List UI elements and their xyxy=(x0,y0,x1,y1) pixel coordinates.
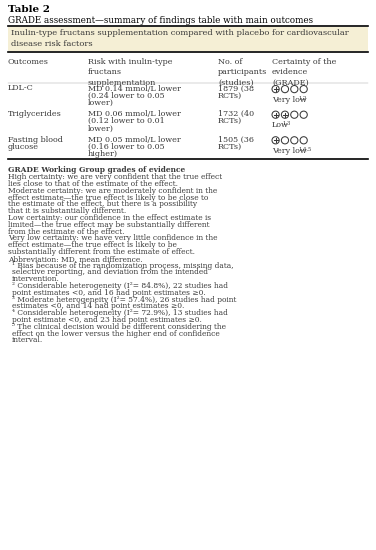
Text: effect estimate—the true effect is likely to be close to: effect estimate—the true effect is likel… xyxy=(8,194,208,201)
Text: Low: Low xyxy=(272,122,289,129)
FancyBboxPatch shape xyxy=(8,27,368,51)
Text: selective reporting, and deviation from the intended: selective reporting, and deviation from … xyxy=(12,268,208,276)
Text: MD 0.14 mmol/L lower: MD 0.14 mmol/L lower xyxy=(88,85,181,92)
Text: 1732 (40: 1732 (40 xyxy=(218,110,254,118)
Text: ² Considerable heterogeneity (I²= 84.8%), 22 studies had: ² Considerable heterogeneity (I²= 84.8%)… xyxy=(12,282,228,290)
Text: limited—the true effect may be substantially different: limited—the true effect may be substanti… xyxy=(8,221,209,229)
Text: Triglycerides: Triglycerides xyxy=(8,110,62,118)
Text: lies close to that of the estimate of the effect.: lies close to that of the estimate of th… xyxy=(8,180,178,188)
Text: substantially different from the estimate of effect.: substantially different from the estimat… xyxy=(8,248,195,256)
Text: glucose: glucose xyxy=(8,143,39,151)
Text: effect estimate—the true effect is likely to be: effect estimate—the true effect is likel… xyxy=(8,241,177,249)
Text: Risk with inulin-type
fructans
supplementation: Risk with inulin-type fructans supplemen… xyxy=(88,58,173,87)
Text: MD 0.06 mmol/L lower: MD 0.06 mmol/L lower xyxy=(88,110,181,118)
Text: (0.12 lower to 0.01: (0.12 lower to 0.01 xyxy=(88,117,165,125)
Text: from the estimate of the effect.: from the estimate of the effect. xyxy=(8,228,124,235)
Text: point estimates <0, and 16 had point estimates ≥0.: point estimates <0, and 16 had point est… xyxy=(12,289,206,296)
Text: LDL-C: LDL-C xyxy=(8,85,34,92)
Text: (0.24 lower to 0.05: (0.24 lower to 0.05 xyxy=(88,92,165,100)
Text: 1505 (36: 1505 (36 xyxy=(218,136,254,144)
Text: Fasting blood: Fasting blood xyxy=(8,136,63,144)
Text: lower): lower) xyxy=(88,99,114,107)
Text: Inulin-type fructans supplementation compared with placebo for cardiovascular
di: Inulin-type fructans supplementation com… xyxy=(11,29,349,48)
Text: estimates <0, and 14 had point estimates ≥0.: estimates <0, and 14 had point estimates… xyxy=(12,302,184,310)
Text: MD 0.05 mmol/L lower: MD 0.05 mmol/L lower xyxy=(88,136,181,144)
Text: ³ Moderate heterogeneity (I²= 57.4%), 26 studies had point: ³ Moderate heterogeneity (I²= 57.4%), 26… xyxy=(12,295,237,304)
Text: (0.16 lower to 0.05: (0.16 lower to 0.05 xyxy=(88,143,165,151)
Text: ⁵ The clinical decision would be different considering the: ⁵ The clinical decision would be differe… xyxy=(12,323,226,331)
Text: Abbreviation: MD, mean difference.: Abbreviation: MD, mean difference. xyxy=(8,255,143,263)
Text: GRADE assessment—summary of findings table with main outcomes: GRADE assessment—summary of findings tab… xyxy=(8,16,313,25)
Text: interval.: interval. xyxy=(12,336,43,344)
Text: GRADE Working Group grades of evidence: GRADE Working Group grades of evidence xyxy=(8,166,185,174)
Text: RCTs): RCTs) xyxy=(218,92,242,100)
Text: Certainty of the
evidence
(GRADE): Certainty of the evidence (GRADE) xyxy=(272,58,337,87)
Text: RCTs): RCTs) xyxy=(218,143,242,151)
Text: 1879 (38: 1879 (38 xyxy=(218,85,254,92)
Text: ⁴ Considerable heterogeneity (I²= 72.9%), 13 studies had: ⁴ Considerable heterogeneity (I²= 72.9%)… xyxy=(12,309,228,317)
Text: Table 2: Table 2 xyxy=(8,5,50,14)
Text: No. of
participants
(studies): No. of participants (studies) xyxy=(218,58,267,87)
Text: High certainty: we are very confident that the true effect: High certainty: we are very confident th… xyxy=(8,173,222,181)
Text: Very low certainty: we have very little confidence in the: Very low certainty: we have very little … xyxy=(8,234,217,243)
Text: RCTs): RCTs) xyxy=(218,117,242,125)
Text: 1,4,5: 1,4,5 xyxy=(299,146,312,151)
Text: Very low: Very low xyxy=(272,96,307,104)
Text: Outcomes: Outcomes xyxy=(8,58,49,66)
Text: the estimate of the effect, but there is a possibility: the estimate of the effect, but there is… xyxy=(8,200,197,208)
Text: 1,3: 1,3 xyxy=(282,121,290,126)
Text: 1,2: 1,2 xyxy=(299,95,307,100)
Text: ¹ Bias because of the randomization process, missing data,: ¹ Bias because of the randomization proc… xyxy=(12,261,233,270)
Text: that it is substantially different.: that it is substantially different. xyxy=(8,207,126,215)
Text: Low certainty: our confidence in the effect estimate is: Low certainty: our confidence in the eff… xyxy=(8,214,211,222)
Text: Moderate certainty: we are moderately confident in the: Moderate certainty: we are moderately co… xyxy=(8,186,217,195)
Text: higher): higher) xyxy=(88,150,118,158)
Text: lower): lower) xyxy=(88,124,114,133)
Text: point estimate <0, and 23 had point estimates ≥0.: point estimate <0, and 23 had point esti… xyxy=(12,316,202,324)
Text: intervention.: intervention. xyxy=(12,275,60,283)
Text: Very low: Very low xyxy=(272,147,307,155)
Text: effect on the lower versus the higher end of confidence: effect on the lower versus the higher en… xyxy=(12,329,220,338)
